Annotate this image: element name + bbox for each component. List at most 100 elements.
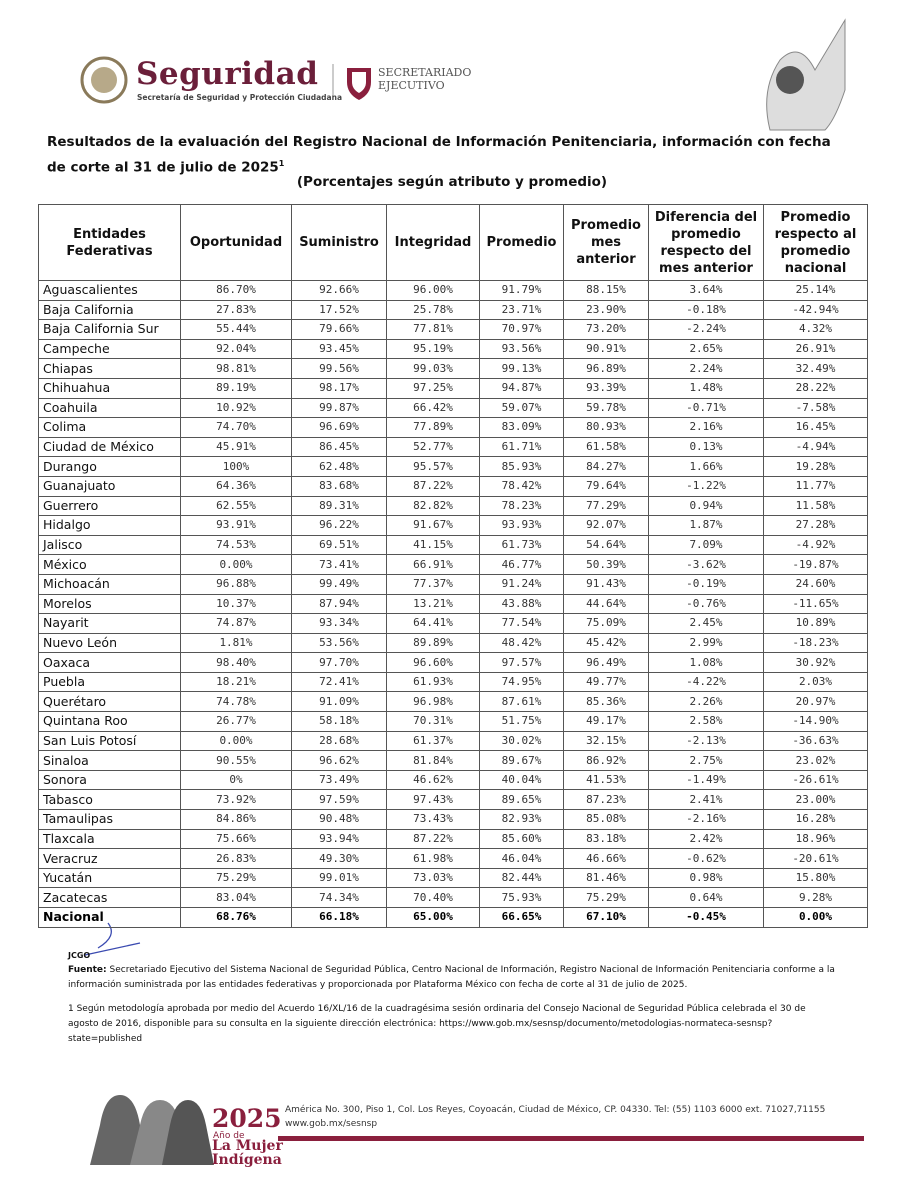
table-row: México 0.00% 73.41% 66.91% 46.77% 50.39% -3.62… <box>38 554 868 575</box>
value-cell: 24.60% <box>763 573 868 595</box>
entity-cell: Sonora <box>38 769 181 791</box>
entity-cell: Nuevo León <box>38 632 181 654</box>
value-cell: 74.87% <box>180 613 292 634</box>
table-row: Tlaxcala 75.66% 93.94% 87.22% 85.60% 83.18% 2.… <box>38 828 868 850</box>
value-cell: 84.27% <box>563 456 649 477</box>
value-cell: 2.99% <box>648 632 764 654</box>
value-cell: 75.93% <box>479 887 564 908</box>
value-cell: 28.22% <box>763 377 868 399</box>
value-cell: 44.64% <box>563 593 649 615</box>
value-cell: 32.15% <box>563 730 649 752</box>
table-row: Quintana Roo 26.77% 58.18% 70.31% 51.75% 49.1… <box>38 711 868 732</box>
value-cell: 1.81% <box>180 632 292 654</box>
entity-cell: San Luis Potosí <box>38 730 181 752</box>
value-cell: 84.86% <box>180 809 292 830</box>
seal-center <box>91 67 117 93</box>
value-cell: 45.91% <box>180 436 292 458</box>
table-row: Durango 100% 62.48% 95.57% 85.93% 84.27% 1.66%… <box>38 456 868 477</box>
value-cell: 45.42% <box>563 632 649 654</box>
seal <box>80 56 128 104</box>
value-cell: 75.29% <box>180 867 292 889</box>
value-cell: 53.56% <box>291 632 387 654</box>
logo-subtitle: Secretaría de Seguridad y Protección Ciu… <box>137 93 343 102</box>
table-row: Hidalgo 93.91% 96.22% 91.67% 93.93% 92.07% 1.8… <box>38 515 868 536</box>
value-cell: 74.34% <box>291 887 387 908</box>
table-row: Oaxaca 98.40% 97.70% 96.60% 97.57% 96.49% 1.08… <box>38 652 868 673</box>
value-cell: 98.17% <box>291 377 387 399</box>
value-cell: 86.45% <box>291 436 387 458</box>
table-row: Sinaloa 90.55% 96.62% 81.84% 89.67% 86.92% 2.7… <box>38 750 868 771</box>
value-cell: 10.37% <box>180 593 292 615</box>
value-cell: 23.71% <box>479 299 564 321</box>
value-cell: 28.68% <box>291 730 387 752</box>
table-row: Ciudad de México 45.91% 86.45% 52.77% 61.71%… <box>38 436 868 458</box>
value-cell: 11.58% <box>763 495 868 517</box>
footer-figures <box>162 1100 214 1165</box>
value-cell: 0.00% <box>180 730 292 752</box>
column-header: Suministro <box>291 204 387 281</box>
value-cell: 87.94% <box>291 593 387 615</box>
value-cell: 2.58% <box>648 711 764 732</box>
value-cell: 99.87% <box>291 397 387 419</box>
illustration <box>766 18 846 131</box>
value-cell: 26.91% <box>763 338 868 360</box>
value-cell: 77.89% <box>386 417 480 438</box>
value-cell: 0.98% <box>648 867 764 889</box>
value-cell: 41.53% <box>563 769 649 791</box>
value-cell: 99.03% <box>386 358 480 379</box>
value-cell: 55.44% <box>180 319 292 340</box>
value-cell: 93.93% <box>479 515 564 536</box>
value-cell: 93.94% <box>291 828 387 850</box>
table-row: Coahuila 10.92% 99.87% 66.42% 59.07% 59.78% -0… <box>38 397 868 419</box>
title-block: Resultados de la evaluación del Registro… <box>47 131 847 179</box>
column-header: Promedio mes anterior <box>563 204 649 281</box>
value-cell: 0.13% <box>648 436 764 458</box>
value-cell: -20.61% <box>763 848 868 869</box>
value-cell: 78.23% <box>479 495 564 517</box>
column-header: Promedio respecto al promedio nacional <box>763 204 868 281</box>
table-row: Baja California Sur 55.44% 79.66% 77.81% 70.… <box>38 319 868 340</box>
value-cell: 73.41% <box>291 554 387 575</box>
footer-bar <box>278 1136 864 1141</box>
value-cell: 68.76% <box>180 907 292 928</box>
value-cell: 61.37% <box>386 730 480 752</box>
value-cell: 73.49% <box>291 769 387 791</box>
value-cell: 2.45% <box>648 613 764 634</box>
value-cell: 74.78% <box>180 691 292 713</box>
entity-cell: Ciudad de México <box>38 436 181 458</box>
value-cell: 91.67% <box>386 515 480 536</box>
value-cell: 15.80% <box>763 867 868 889</box>
table-row: Nuevo León 1.81% 53.56% 89.89% 48.42% 45.42% 2… <box>38 632 868 654</box>
value-cell: 0.64% <box>648 887 764 908</box>
value-cell: 52.77% <box>386 436 480 458</box>
value-cell: 62.48% <box>291 456 387 477</box>
value-cell: 70.31% <box>386 711 480 732</box>
value-cell: 2.16% <box>648 417 764 438</box>
subtitle: (Porcentajes según atributo y promedio) <box>296 174 608 190</box>
value-cell: 86.70% <box>180 280 292 301</box>
entity-cell: Nayarit <box>38 613 181 634</box>
footer-url: www.gob.mx/sesnsp <box>285 1119 378 1129</box>
value-cell: 0% <box>180 769 292 791</box>
value-cell: 73.43% <box>386 809 480 830</box>
entity-cell: Tamaulipas <box>38 809 181 830</box>
value-cell: 77.37% <box>386 573 480 595</box>
value-cell: 1.48% <box>648 377 764 399</box>
column-header: Oportunidad <box>180 204 292 281</box>
value-cell: 97.57% <box>479 652 564 673</box>
value-cell: 74.95% <box>479 671 564 693</box>
value-cell: 90.55% <box>180 750 292 771</box>
table-row: Michoacán 96.88% 99.49% 77.37% 91.24% 91.43% -… <box>38 573 868 595</box>
value-cell: 93.39% <box>563 377 649 399</box>
value-cell: 97.25% <box>386 377 480 399</box>
column-header: Integridad <box>386 204 480 281</box>
value-cell: 50.39% <box>563 554 649 575</box>
value-cell: 10.89% <box>763 613 868 634</box>
value-cell: 96.62% <box>291 750 387 771</box>
value-cell: 93.56% <box>479 338 564 360</box>
value-cell: 73.92% <box>180 789 292 811</box>
value-cell: 99.13% <box>479 358 564 379</box>
value-cell: 18.96% <box>763 828 868 850</box>
value-cell: 78.42% <box>479 475 564 497</box>
